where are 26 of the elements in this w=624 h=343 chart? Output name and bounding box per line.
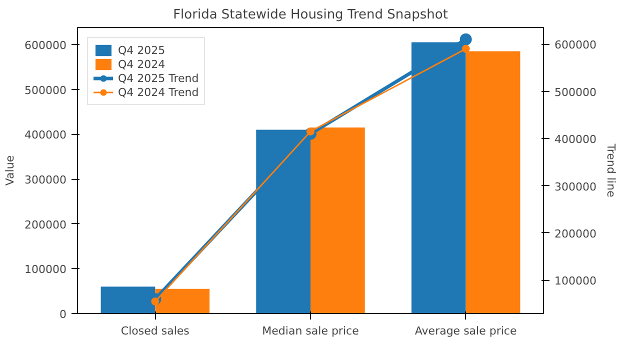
legend-label: Q4 2024 Trend [118,85,199,99]
y2-tick-label: 400000 [554,133,596,146]
chart-title: Florida Statewide Housing Trend Snapshot [173,8,448,22]
y-tick-label: 100000 [24,263,67,276]
point [151,297,160,306]
y-tick-label: 0 [60,308,66,321]
legend-label: Q4 2025 Trend [118,71,199,85]
y-axis-title: Value [4,155,17,186]
y2-tick-label: 100000 [554,274,596,288]
y2-axis-title: Trend line [604,142,618,198]
legend-label: Q4 2024 [118,57,166,71]
y-tick-label: 500000 [24,84,67,97]
y2-tick-label: 300000 [554,180,596,194]
legend-label: Q4 2025 [118,43,166,57]
x-tick-label: Median sale price [262,324,360,338]
x-tick-label: Closed sales [120,324,190,338]
x-tick-label: Average sale price [414,324,517,338]
y-tick-label: 200000 [24,218,67,232]
y2-tick-label: 200000 [554,227,596,240]
y2-tick-label: 600000 [554,38,596,52]
point [462,44,470,53]
point [460,33,472,46]
y2-tick-label: 500000 [554,86,596,99]
y-tick-label: 400000 [24,128,67,142]
y-tick-label: 600000 [24,39,67,52]
y-tick-label: 300000 [24,174,67,187]
